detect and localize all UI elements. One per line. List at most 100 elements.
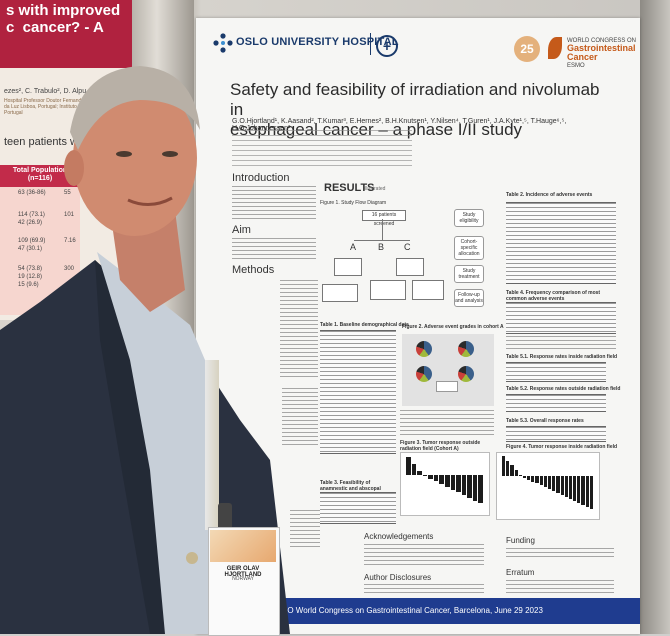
congress-anniversary-badge: 25 — [514, 36, 540, 62]
waterfall-bar — [422, 474, 428, 476]
badge-name: GEIR OLAV HJORTLAND — [224, 566, 262, 578]
section-funding: Funding — [506, 536, 535, 545]
figure1-caption: Figure 1. Study Flow Diagram — [320, 200, 387, 206]
flow-cohort-b: B — [378, 242, 385, 252]
acknowledgements-text — [364, 544, 484, 568]
pie-chart — [416, 341, 432, 357]
results-subheading: illustrated — [364, 186, 386, 192]
waterfall-bar — [502, 455, 506, 477]
pie-chart — [458, 366, 474, 382]
table2-caption: Table 2. Incidence of adverse events — [506, 192, 593, 198]
table4-caption: Table 4. Frequency comparison of most co… — [506, 290, 601, 302]
section-acknowledgements: Acknowledgements — [364, 532, 434, 541]
neighbour-table-cell: 109 (69.9) — [18, 238, 46, 244]
waterfall-bar — [589, 476, 593, 509]
flow-connector — [382, 219, 383, 241]
neighbour-poster-table-header-label: Total Population (n=116) — [12, 167, 68, 182]
neighbour-poster-authors: ezes², C. Trabulo², D. Alpu — [4, 88, 87, 95]
waterfall-bar — [585, 476, 589, 507]
flow-cohort-c: C — [404, 242, 411, 252]
congress-org: ESMO — [567, 63, 585, 69]
figure4-waterfall — [496, 452, 600, 520]
waterfall-bar — [445, 474, 450, 487]
neighbour-table-cell: 42 (26.9) — [18, 220, 43, 226]
poster-title-line1: Safety and feasibility of irradiation an… — [230, 80, 600, 119]
cancer-centre-logo-icon: + — [376, 35, 398, 57]
poster-affiliations-block — [232, 130, 412, 170]
flow-box — [334, 258, 362, 276]
flow-box — [370, 280, 406, 300]
congress-logo-text: WORLD CONGRESS ON Gastrointestinal Cance… — [567, 38, 642, 70]
hospital-logo-icon — [213, 33, 233, 53]
figure3-waterfall — [400, 452, 490, 516]
section-results: RESULTS — [324, 182, 375, 194]
neighbour-poster-title: s with improved c cancer? - A — [6, 2, 121, 36]
section-erratum: Erratum — [506, 568, 535, 577]
poster-footer-text: ESMO World Congress on Gastrointestinal … — [270, 606, 543, 615]
congress-name-line2: Gastrointestinal — [567, 43, 636, 53]
table1-caption: Table 1. Baseline demographical data — [320, 322, 409, 328]
section-aim: Aim — [232, 224, 251, 236]
waterfall-bar — [539, 476, 543, 486]
figure4-caption: Figure 4. Tumor response inside radiatio… — [506, 444, 618, 450]
section-author-disclosures: Author Disclosures — [364, 573, 432, 582]
table5-3-caption: Table 5.3. Overall response rates — [506, 418, 584, 424]
badge-clip — [218, 503, 232, 531]
section-introduction: Introduction — [232, 172, 290, 184]
table5-3 — [506, 426, 606, 442]
congress-name-line1: WORLD CONGRESS ON — [567, 38, 637, 44]
table5-2 — [506, 394, 606, 412]
table1 — [320, 330, 396, 454]
waterfall-bar — [428, 474, 433, 479]
waterfall-bar — [518, 475, 522, 477]
waterfall-bar — [510, 465, 514, 477]
table5-1-caption: Table 5.1. Response rates inside radiati… — [506, 354, 618, 360]
waterfall-bar — [577, 476, 581, 503]
flow-top-box: 16 patients screened — [362, 210, 406, 227]
pie-chart — [416, 366, 432, 382]
flow-box — [412, 280, 444, 300]
congress-name-line3: Cancer — [567, 52, 598, 62]
poster-footer-band — [256, 598, 640, 624]
flow-box — [322, 284, 358, 302]
neighbour-table-cell: 300 — [64, 266, 75, 272]
disclosures-text — [364, 584, 484, 596]
table3 — [320, 492, 396, 524]
neighbour-table-cell: 63 (36-86) — [18, 190, 46, 196]
neighbour-poster-affiliations: Hospital Professor Doutor Fernando Fonse… — [4, 98, 130, 116]
neighbour-poster-text: teen patients were — [4, 136, 94, 148]
table4 — [506, 302, 616, 334]
neighbour-poster-table-header — [0, 165, 80, 187]
waterfall-bar — [467, 474, 472, 498]
flow-step-followup: Follow-up and analysis — [454, 289, 484, 307]
neighbour-table-cell: 15 (9.6) — [18, 282, 39, 288]
neighbour-table-cell: 47 (30.1) — [18, 246, 43, 252]
conclusion-text — [290, 510, 320, 550]
waterfall-bar — [564, 476, 568, 498]
figure2-notes — [400, 410, 494, 436]
waterfall-bar — [406, 456, 411, 475]
poster-authors: G.O.Hjortland¹, K.Aasand², T.Kumar³, E.H… — [232, 118, 567, 132]
neighbour-table-cell: 7.16 — [64, 238, 76, 244]
congress-leaf-icon — [548, 37, 562, 59]
waterfall-bar — [568, 476, 573, 500]
neighbour-table-cell: 101 — [64, 212, 75, 218]
waterfall-bar — [472, 474, 478, 501]
waterfall-bar — [461, 474, 467, 496]
section-methods: Methods — [232, 264, 275, 276]
neighbour-table-cell: 55 — [64, 190, 71, 196]
waterfall-bar — [514, 470, 518, 477]
flow-step-eligibility: Study eligibility — [454, 209, 484, 227]
flow-step-treatment: Study treatment — [454, 265, 484, 283]
waterfall-bar — [535, 476, 539, 484]
waterfall-bar — [456, 474, 461, 493]
flow-connector — [354, 240, 410, 241]
funding-text — [506, 548, 614, 558]
waterfall-bar — [433, 474, 439, 482]
pie-legend — [436, 381, 458, 392]
neighbour-poster-title-band — [0, 0, 132, 68]
logo-divider — [370, 33, 371, 55]
waterfall-bar — [450, 474, 456, 490]
methods-text — [280, 280, 318, 380]
introduction-text — [232, 186, 316, 220]
